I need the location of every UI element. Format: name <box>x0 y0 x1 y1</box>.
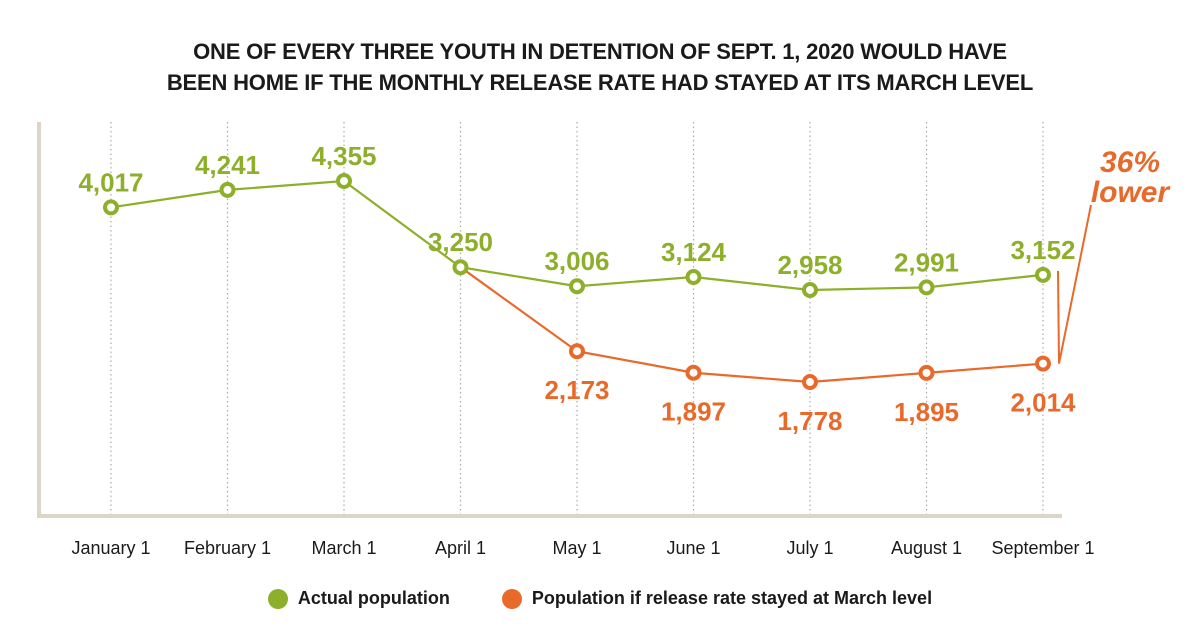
series-line-projected <box>459 266 1044 384</box>
data-label-actual: 3,152 <box>1010 235 1075 265</box>
data-label-projected: 1,778 <box>777 406 842 436</box>
legend: Actual population Population if release … <box>0 588 1200 609</box>
legend-swatch-projected <box>501 588 522 609</box>
x-tick-label: February 1 <box>184 538 271 558</box>
data-point-projected <box>1035 355 1051 372</box>
x-tick-label: August 1 <box>891 538 962 558</box>
data-point-actual <box>336 173 352 190</box>
x-tick-label: March 1 <box>311 538 376 558</box>
x-tick-label: April 1 <box>435 538 486 558</box>
legend-label-projected: Population if release rate stayed at Mar… <box>531 588 933 608</box>
legend-item-actual: Actual population <box>267 588 450 609</box>
data-point-actual <box>918 279 935 296</box>
chart-title-line-1: ONE OF EVERY THREE YOUTH IN DETENTION OF… <box>193 39 1007 64</box>
data-point-projected <box>918 364 935 381</box>
annotation-leader-line <box>1057 204 1092 364</box>
annotation-text-line: 36% <box>1100 146 1160 179</box>
data-point-projected <box>685 364 702 381</box>
data-label-actual: 4,017 <box>78 167 143 197</box>
data-label-projected: 2,014 <box>1010 388 1076 418</box>
data-point-actual <box>685 269 702 286</box>
data-point-actual <box>103 199 119 216</box>
data-label-projected: 1,895 <box>894 397 959 427</box>
data-point-projected <box>802 374 818 391</box>
x-tick-label: May 1 <box>552 538 601 558</box>
x-tick-label: July 1 <box>786 538 833 558</box>
legend-label-actual: Actual population <box>297 588 450 608</box>
data-label-actual: 3,124 <box>661 237 727 267</box>
x-tick-label: January 1 <box>71 538 150 558</box>
data-label-actual: 2,991 <box>894 247 959 277</box>
data-label-projected: 2,173 <box>544 375 609 405</box>
data-label-actual: 3,006 <box>544 246 609 276</box>
data-point-actual <box>1035 266 1051 283</box>
data-point-actual <box>452 259 469 276</box>
data-label-actual: 4,241 <box>195 150 260 180</box>
data-label-projected: 1,897 <box>661 397 726 427</box>
data-point-actual <box>219 181 236 198</box>
chart-title: ONE OF EVERY THREE YOUTH IN DETENTION OF… <box>0 36 1200 98</box>
chart-title-line-2: BEEN HOME IF THE MONTHLY RELEASE RATE HA… <box>166 70 1034 95</box>
data-point-actual <box>802 281 818 298</box>
annotation-text-line: lower <box>1091 176 1172 209</box>
data-label-actual: 3,250 <box>428 227 493 257</box>
x-tick-label: September 1 <box>991 538 1094 558</box>
legend-swatch-actual <box>267 588 288 609</box>
data-label-actual: 4,355 <box>311 141 376 171</box>
legend-item-projected: Population if release rate stayed at Mar… <box>501 588 933 609</box>
data-label-actual: 2,958 <box>777 250 842 280</box>
data-point-actual <box>569 278 585 295</box>
data-point-projected <box>569 343 585 360</box>
x-tick-label: June 1 <box>666 538 720 558</box>
